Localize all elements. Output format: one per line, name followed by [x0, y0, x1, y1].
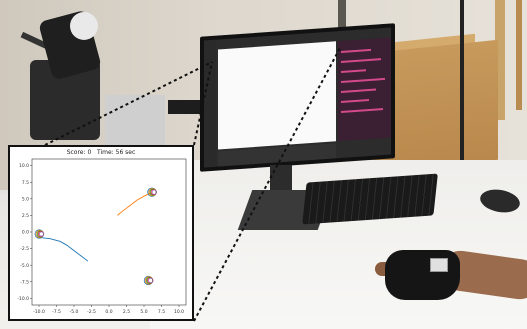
scatter-plot: -10.0 -7.5 -5.0 -2.5 0.0 2.5 5.0 7.5 10.0 -10.0 -7…: [17, 158, 187, 315]
shelf-post: [495, 0, 505, 120]
inset-plot-panel: Score: 0 Time: 56 sec -10.0 -7.5 -5.0 -2.5 0…: [8, 145, 194, 321]
x-tick-label: -2.5: [87, 309, 96, 315]
time-value: 56 sec: [115, 149, 136, 156]
y-tick-label: -5.0: [20, 263, 29, 269]
y-tick-label: 2.5: [22, 213, 29, 219]
x-tick-label: -7.5: [52, 309, 61, 315]
x-tick-label: 5.0: [140, 309, 147, 315]
x-tick-label: 0.0: [105, 309, 112, 315]
robot-arm-head: [70, 12, 98, 40]
desktop-computer: [105, 95, 165, 145]
y-tick-label: -10.0: [17, 296, 29, 302]
x-tick-label: 7.5: [158, 309, 165, 315]
small-keyboard: [168, 100, 208, 114]
monitor-stand: [270, 165, 292, 195]
score-label: Score:: [66, 149, 86, 156]
x-tick-label: 10.0: [174, 309, 184, 315]
target-marker: [148, 277, 154, 284]
inset-title: Score: 0 Time: 56 sec: [10, 149, 192, 156]
y-tick-label: 10.0: [19, 163, 29, 169]
trajectory-line: [117, 192, 152, 216]
x-tick-label: 2.5: [123, 309, 130, 315]
shelf-post: [516, 0, 522, 110]
time-label: Time:: [97, 149, 114, 156]
score-value: 0: [87, 149, 92, 156]
y-tick-label: -7.5: [20, 279, 29, 285]
plot-frame: [31, 158, 187, 306]
x-tick-label: -10.0: [33, 309, 45, 315]
target-marker: [151, 189, 157, 195]
y-tick-label: -2.5: [20, 246, 29, 252]
y-tick-label: 5.0: [22, 196, 29, 202]
target-marker: [38, 231, 45, 237]
trajectory-line: [37, 236, 89, 262]
glove-marker: [430, 258, 448, 272]
y-tick-label: 0.0: [22, 230, 29, 236]
x-tick-label: -5.0: [70, 309, 79, 315]
tripod-stand: [460, 0, 464, 160]
y-tick-label: 7.5: [22, 180, 29, 186]
